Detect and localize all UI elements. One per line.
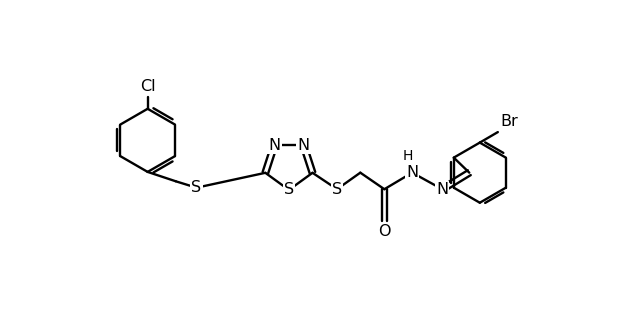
Text: Cl: Cl — [140, 79, 156, 94]
Text: N: N — [268, 138, 280, 152]
Text: H: H — [403, 149, 413, 163]
Text: N: N — [298, 138, 310, 152]
Text: N: N — [406, 165, 418, 180]
Text: O: O — [378, 224, 390, 239]
Text: N: N — [436, 182, 448, 197]
Text: Br: Br — [501, 114, 518, 129]
Text: S: S — [191, 180, 202, 195]
Text: S: S — [332, 182, 342, 197]
Text: S: S — [284, 182, 294, 197]
